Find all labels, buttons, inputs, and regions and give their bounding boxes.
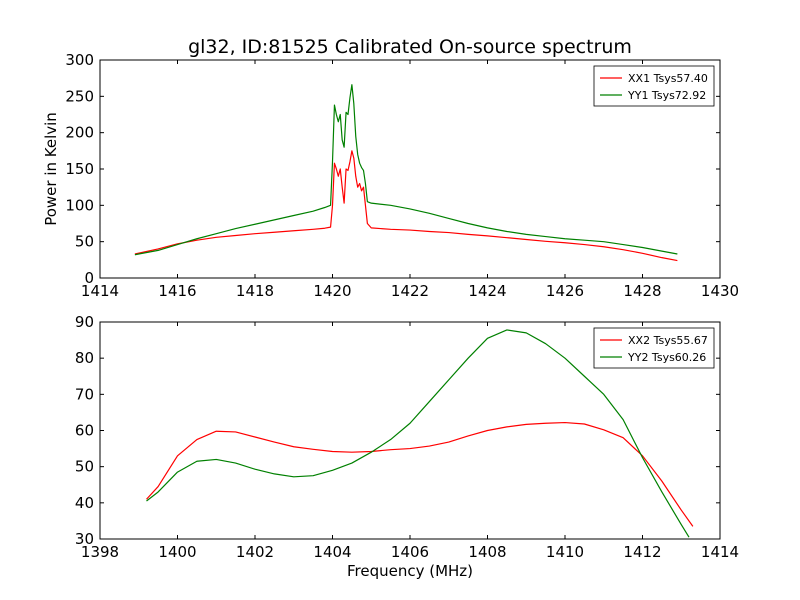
x-tick-label: 1418 (236, 282, 274, 300)
legend-box (593, 65, 715, 107)
x-tick-label: 1406 (391, 543, 429, 561)
x-tick-label: 1408 (468, 543, 506, 561)
x-tick-label: 1428 (623, 282, 661, 300)
x-tick-label: 1410 (546, 543, 584, 561)
y-tick-label: 300 (65, 51, 94, 69)
y-tick-label: 250 (65, 87, 94, 105)
legend-entry: XX2 Tsys55.67 (628, 334, 708, 347)
y-tick-label: 90 (75, 313, 94, 331)
x-tick-label: 1398 (81, 543, 119, 561)
x-tick-label: 1414 (701, 543, 739, 561)
x-tick-label: 1400 (158, 543, 196, 561)
x-tick-label: 1404 (313, 543, 351, 561)
y-tick-label: 30 (75, 530, 94, 548)
plot-area: 1414 1416 1418 1420 1422 1424 1426 1428 14300501… (42, 51, 739, 580)
x-axis-label: Frequency (MHz) (347, 562, 473, 580)
chart-2: 1398 1400 1402 1404 1406 1408 1410 1412 1414 30 40… (75, 313, 739, 580)
y-tick-label: 100 (65, 196, 94, 214)
y-tick-label: 70 (75, 385, 94, 403)
legend-entry: YY1 Tsys72.92 (627, 89, 706, 102)
x-tick-label: 1422 (391, 282, 429, 300)
x-tick-label: 1426 (546, 282, 584, 300)
x-tick-label: 1402 (236, 543, 274, 561)
series-line-1-1 (134, 150, 678, 262)
series-line-2-2 (146, 329, 690, 538)
figure-title: gl32, ID:81525 Calibrated On-source spec… (188, 36, 632, 58)
y-tick-label: 50 (75, 233, 94, 251)
legend-box (593, 327, 715, 369)
legend-entry: YY2 Tsys60.26 (627, 351, 706, 364)
y-tick-label: 150 (65, 160, 94, 178)
series-line-2-1 (146, 421, 694, 527)
y-tick-label: 80 (75, 349, 94, 367)
chart-1: 1414 1416 1418 1420 1422 1424 1426 1428 1430 0 50 1… (42, 51, 739, 300)
legend-entry: XX1 Tsys57.40 (628, 72, 708, 85)
y-axis-label: Power in Kelvin (42, 112, 60, 226)
series-line-1-2 (134, 84, 678, 256)
x-tick-label: 1424 (468, 282, 506, 300)
y-tick-label: 40 (75, 494, 94, 512)
y-tick-label: 0 (84, 269, 94, 287)
x-tick-label: 1414 (81, 282, 119, 300)
y-tick-label: 60 (75, 422, 94, 440)
x-tick-label: 1430 (701, 282, 739, 300)
y-tick-label: 200 (65, 124, 94, 142)
x-tick-label: 1412 (623, 543, 661, 561)
x-tick-label: 1416 (158, 282, 196, 300)
y-tick-label: 50 (75, 458, 94, 476)
x-tick-label: 1420 (313, 282, 351, 300)
